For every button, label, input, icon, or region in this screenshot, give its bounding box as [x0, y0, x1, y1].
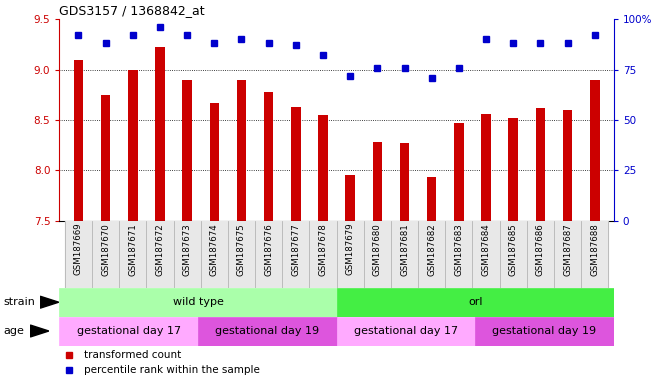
Text: GSM187683: GSM187683	[454, 223, 463, 276]
Text: GSM187671: GSM187671	[128, 223, 137, 276]
Text: gestational day 19: gestational day 19	[492, 326, 597, 336]
Bar	[291, 107, 300, 221]
Bar	[337, 317, 475, 346]
Bar	[508, 118, 518, 221]
Bar	[427, 177, 436, 221]
Text: GSM187677: GSM187677	[291, 223, 300, 276]
Bar	[182, 80, 192, 221]
Text: wild type: wild type	[172, 297, 224, 308]
Bar	[92, 221, 119, 288]
Bar	[536, 108, 545, 221]
Text: percentile rank within the sample: percentile rank within the sample	[84, 365, 260, 375]
Bar	[74, 60, 83, 221]
Text: gestational day 17: gestational day 17	[77, 326, 181, 336]
Bar	[418, 221, 446, 288]
Bar	[59, 317, 198, 346]
Bar	[310, 221, 337, 288]
Bar	[475, 317, 614, 346]
Bar	[364, 221, 391, 288]
Bar	[400, 143, 409, 221]
Text: GSM187675: GSM187675	[237, 223, 246, 276]
Text: age: age	[3, 326, 24, 336]
Text: GSM187672: GSM187672	[156, 223, 164, 276]
Bar	[391, 221, 418, 288]
Bar	[446, 221, 473, 288]
Text: GDS3157 / 1368842_at: GDS3157 / 1368842_at	[59, 3, 205, 17]
Bar	[454, 123, 463, 221]
Bar	[255, 221, 282, 288]
Bar	[337, 221, 364, 288]
Bar	[210, 103, 219, 221]
Text: strain: strain	[3, 297, 35, 307]
Bar	[174, 221, 201, 288]
Bar	[65, 221, 92, 288]
Bar	[581, 221, 609, 288]
Polygon shape	[40, 296, 59, 308]
Bar	[373, 142, 382, 221]
Bar	[101, 95, 110, 221]
Bar	[345, 175, 355, 221]
Bar	[119, 221, 147, 288]
Text: GSM187687: GSM187687	[563, 223, 572, 276]
Bar	[147, 221, 174, 288]
Polygon shape	[30, 325, 49, 337]
Text: GSM187674: GSM187674	[210, 223, 219, 276]
Bar	[264, 92, 273, 221]
Bar	[527, 221, 554, 288]
Text: GSM187678: GSM187678	[319, 223, 327, 276]
Text: gestational day 17: gestational day 17	[354, 326, 458, 336]
Bar	[563, 110, 572, 221]
Text: GSM187676: GSM187676	[264, 223, 273, 276]
Bar	[318, 115, 328, 221]
Bar	[237, 80, 246, 221]
Text: GSM187688: GSM187688	[590, 223, 599, 276]
Text: GSM187670: GSM187670	[101, 223, 110, 276]
Bar	[155, 48, 165, 221]
Text: GSM187673: GSM187673	[183, 223, 191, 276]
Bar	[554, 221, 581, 288]
Bar	[201, 221, 228, 288]
Text: GSM187680: GSM187680	[373, 223, 382, 276]
Text: transformed count: transformed count	[84, 350, 182, 360]
Bar	[473, 221, 500, 288]
Text: GSM187681: GSM187681	[400, 223, 409, 276]
Text: GSM187682: GSM187682	[427, 223, 436, 276]
Bar	[228, 221, 255, 288]
Bar	[128, 70, 137, 221]
Text: GSM187669: GSM187669	[74, 223, 83, 275]
Bar	[481, 114, 491, 221]
Bar	[590, 80, 599, 221]
Bar	[198, 317, 337, 346]
Text: GSM187685: GSM187685	[509, 223, 517, 276]
Bar	[337, 288, 614, 317]
Text: GSM187679: GSM187679	[346, 223, 354, 275]
Text: gestational day 19: gestational day 19	[215, 326, 319, 336]
Text: GSM187684: GSM187684	[482, 223, 490, 276]
Bar	[59, 288, 337, 317]
Text: GSM187686: GSM187686	[536, 223, 545, 276]
Bar	[282, 221, 310, 288]
Bar	[500, 221, 527, 288]
Text: orl: orl	[468, 297, 482, 308]
